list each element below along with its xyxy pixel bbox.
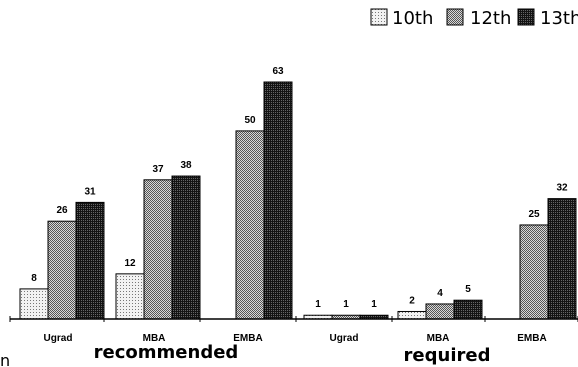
value-label-12th-1: 37 (152, 164, 164, 175)
stray-text: n (0, 351, 10, 367)
x-axis-category-labels: Ugrad MBA EMBA Ugrad MBA EMBA (44, 333, 547, 344)
category-label-5: EMBA (517, 333, 546, 344)
value-label-12th-2: 50 (244, 115, 256, 126)
value-label-12th-3: 1 (343, 299, 349, 310)
legend-item-10th: 10th (370, 8, 433, 29)
value-label-13th-0: 31 (84, 186, 96, 197)
legend-swatch-13th (517, 8, 535, 26)
category-label-4: MBA (427, 333, 450, 344)
legend-label-10th: 10th (392, 8, 433, 29)
bar-12th-emba-5 (519, 224, 549, 320)
value-label-12th-4: 4 (437, 288, 443, 299)
value-label-10th-4: 2 (409, 295, 415, 306)
bar-13th-emba-2 (263, 81, 293, 320)
value-label-13th-5: 32 (556, 183, 568, 194)
category-label-1: MBA (143, 333, 166, 344)
value-label-13th-4: 5 (465, 284, 471, 295)
category-label-0: Ugrad (44, 333, 73, 344)
legend-item-13th: 13th (517, 8, 578, 29)
value-label-13th-1: 38 (180, 160, 192, 171)
bar-12th-mba-4 (425, 303, 455, 320)
bar-10th-ugrad-0 (19, 288, 49, 320)
bar-12th-mba-1 (143, 179, 173, 320)
value-label-10th-3: 1 (315, 299, 321, 310)
legend-swatch-12th (446, 8, 464, 26)
value-label-12th-0: 26 (56, 205, 68, 216)
bar-12th-ugrad-0 (47, 220, 77, 320)
value-label-12th-5: 25 (528, 209, 540, 220)
bar-13th-mba-1 (171, 175, 201, 320)
bar-10th-mba-4 (397, 310, 427, 320)
bar-13th-emba-5 (547, 198, 577, 320)
value-label-13th-3: 1 (371, 299, 377, 310)
legend: 10th 12th 13th (370, 8, 578, 29)
bar-12th-emba-2 (235, 130, 265, 320)
category-label-2: EMBA (233, 333, 262, 344)
legend-label-13th: 13th (540, 8, 578, 29)
bar-13th-ugrad-0 (75, 201, 105, 320)
legend-item-12th: 12th (446, 8, 511, 29)
value-label-10th-0: 8 (31, 273, 37, 284)
value-label-13th-2: 63 (272, 66, 284, 77)
group-labels: recommended required (94, 342, 491, 366)
group-label-required: required (404, 345, 491, 366)
x-axis-ticks (9, 316, 578, 322)
legend-swatch-10th (370, 8, 388, 26)
bar-13th-mba-4 (453, 299, 483, 320)
value-label-10th-1: 12 (124, 258, 136, 269)
category-label-3: Ugrad (330, 333, 359, 344)
legend-label-12th: 12th (470, 8, 511, 29)
group-label-recommended: recommended (94, 342, 239, 363)
bar-10th-mba-1 (115, 273, 145, 320)
bars (19, 81, 577, 320)
